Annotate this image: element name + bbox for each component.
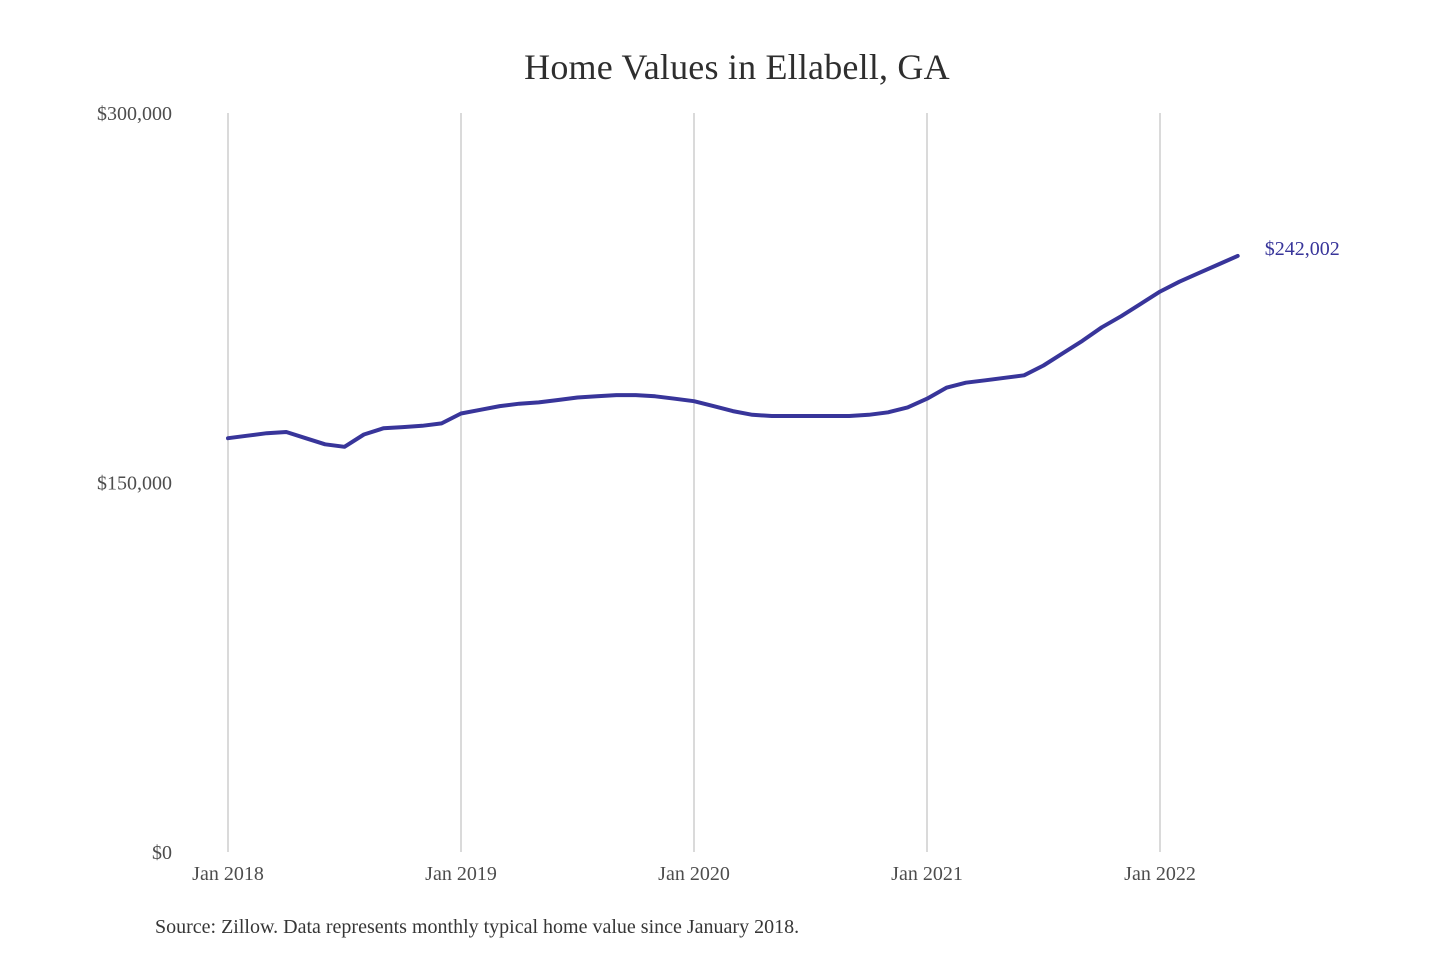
- x-tick-label: Jan 2018: [192, 863, 264, 885]
- chart-title: Home Values in Ellabell, GA: [524, 47, 950, 87]
- x-tick-label: Jan 2020: [658, 863, 730, 885]
- source-note: Source: Zillow. Data represents monthly …: [155, 916, 800, 938]
- x-tick-label: Jan 2022: [1124, 863, 1196, 885]
- y-tick-label: $150,000: [97, 473, 172, 495]
- x-tick-label: Jan 2019: [425, 863, 497, 885]
- y-tick-label: $300,000: [97, 103, 172, 125]
- y-tick-label: $0: [152, 842, 172, 864]
- home-value-line: [226, 253, 1240, 449]
- x-tick-label: Jan 2021: [891, 863, 963, 885]
- last-value-annotation: $242,002: [1265, 238, 1340, 260]
